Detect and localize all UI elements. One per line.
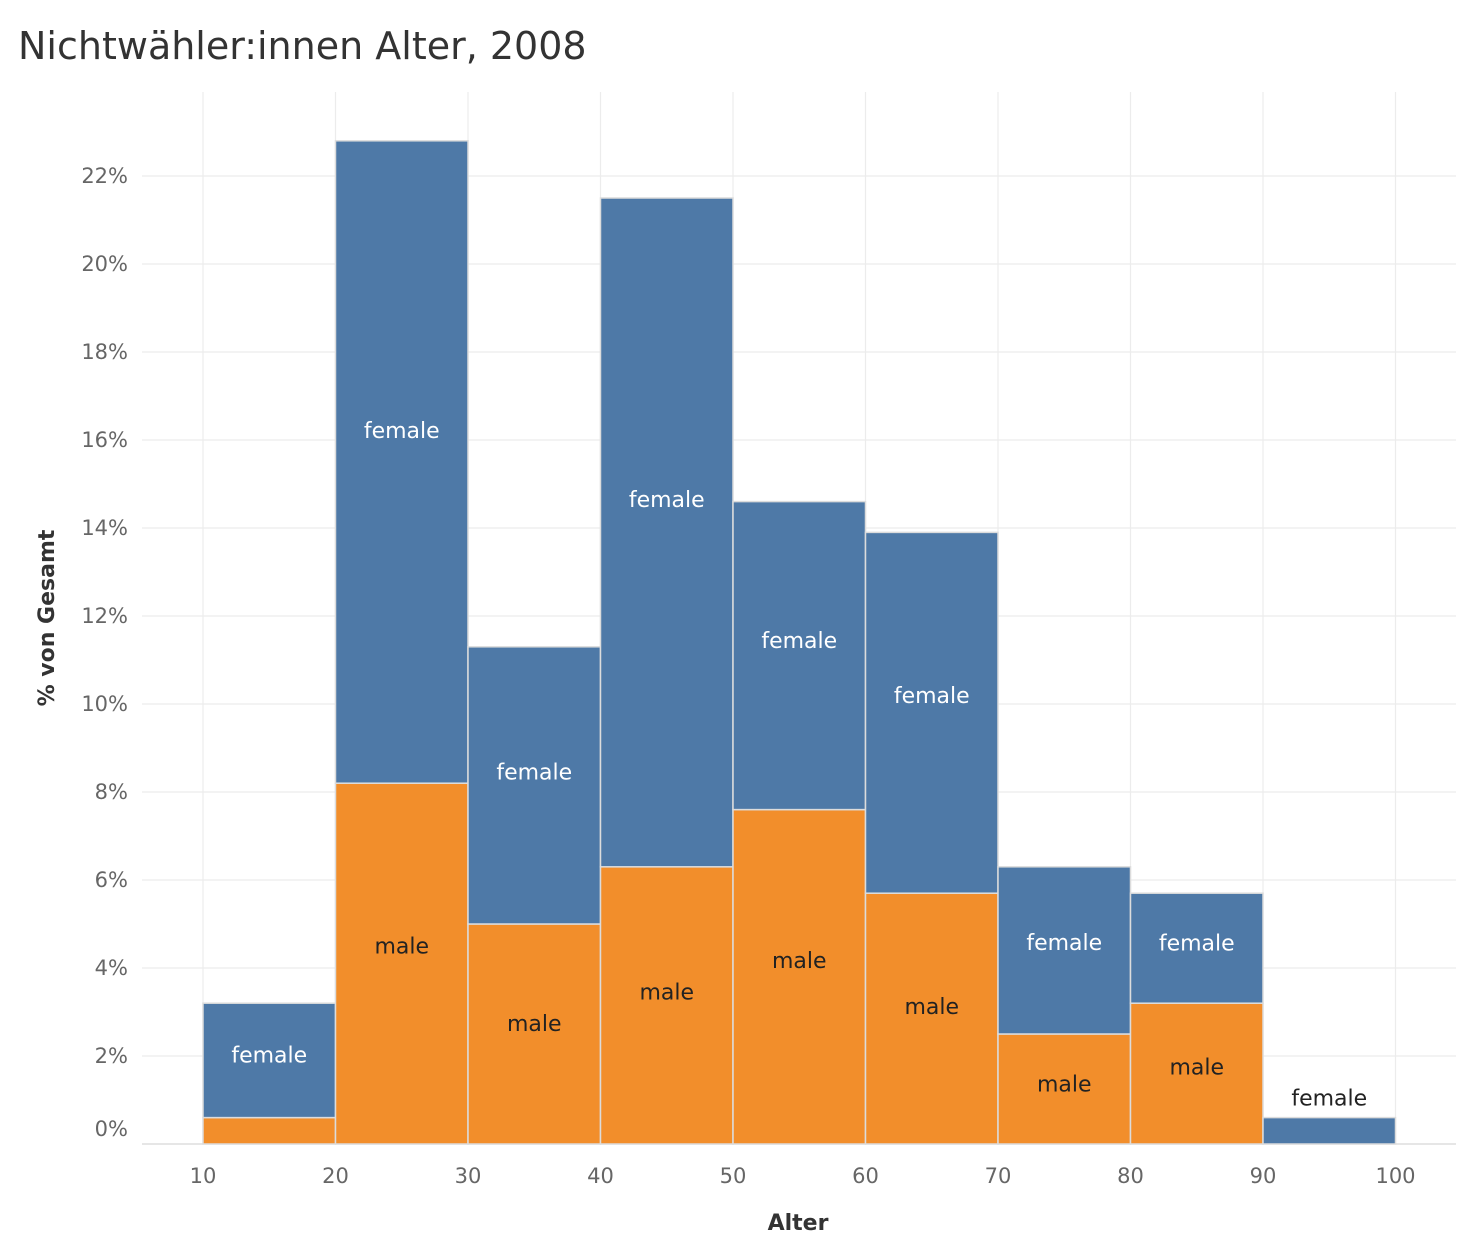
- segment-label-female: female: [496, 761, 572, 786]
- bar-male: [732, 808, 867, 1145]
- y-tick-label: 10%: [81, 692, 128, 716]
- y-tick-label: 22%: [81, 164, 128, 188]
- bar-male: [334, 782, 469, 1145]
- bar-female: [864, 531, 999, 894]
- y-tick-label: 20%: [81, 252, 128, 276]
- y-axis-ticks: 0% 2% 4% 6% 8% 10% 12% 14% 16% 18% 20% 22%: [81, 164, 128, 1141]
- bar-female: [732, 500, 867, 811]
- segment-label-female: female: [1291, 1087, 1367, 1112]
- bar-female: [1262, 1116, 1397, 1145]
- segment-label-male: male: [374, 935, 429, 960]
- segment-label-female: female: [364, 419, 440, 444]
- bar-male: [202, 1116, 337, 1145]
- x-axis-ticks: 10 20 30 40 50 60 70 80 90 100: [190, 1164, 1416, 1188]
- x-tick-label: 80: [1117, 1164, 1144, 1188]
- segment-labels: female male female male female male female male…: [231, 419, 1367, 1112]
- y-tick-label: 2%: [95, 1044, 128, 1068]
- x-tick-label: 100: [1375, 1164, 1415, 1188]
- chart-title: Nichtwähler:innen Alter, 2008: [18, 24, 587, 68]
- y-tick-label: 0%: [95, 1117, 128, 1141]
- segment-label-male: male: [772, 949, 827, 974]
- x-tick-label: 10: [190, 1164, 217, 1188]
- y-tick-label: 14%: [81, 516, 128, 540]
- bar-male: [599, 866, 734, 1145]
- segment-label-female: female: [1159, 932, 1235, 957]
- bar-female: [1129, 892, 1264, 1004]
- segment-label-male: male: [904, 995, 959, 1020]
- x-tick-label: 60: [852, 1164, 879, 1188]
- y-tick-label: 6%: [95, 868, 128, 892]
- segment-label-male: male: [1169, 1056, 1224, 1081]
- segment-label-male: male: [507, 1012, 562, 1037]
- segment-label-female: female: [1026, 931, 1102, 956]
- bars: [202, 140, 1397, 1145]
- y-tick-label: 12%: [81, 604, 128, 628]
- bar-female: [467, 646, 602, 925]
- x-axis-label: Alter: [768, 1211, 829, 1236]
- bar-male: [1129, 1002, 1264, 1145]
- segment-label-female: female: [231, 1044, 307, 1069]
- x-tick-label: 40: [587, 1164, 614, 1188]
- segment-label-male: male: [1037, 1073, 1092, 1098]
- segment-label-female: female: [629, 488, 705, 513]
- y-axis-label: % von Gesamt: [35, 529, 60, 706]
- x-tick-label: 70: [985, 1164, 1012, 1188]
- segment-label-female: female: [894, 684, 970, 709]
- bar-female: [202, 1002, 337, 1119]
- x-tick-label: 20: [322, 1164, 349, 1188]
- segment-label-male: male: [639, 981, 694, 1006]
- bar-female: [334, 140, 469, 784]
- y-tick-label: 8%: [95, 780, 128, 804]
- y-tick-label: 4%: [95, 956, 128, 980]
- x-tick-label: 50: [720, 1164, 747, 1188]
- bar-female: [997, 866, 1132, 1035]
- y-tick-label: 16%: [81, 428, 128, 452]
- bar-male: [997, 1033, 1132, 1145]
- segment-label-female: female: [761, 629, 837, 654]
- x-tick-label: 30: [455, 1164, 482, 1188]
- x-tick-label: 90: [1250, 1164, 1277, 1188]
- bar-male: [864, 892, 999, 1145]
- bar-female: [599, 197, 734, 868]
- y-tick-label: 18%: [81, 340, 128, 364]
